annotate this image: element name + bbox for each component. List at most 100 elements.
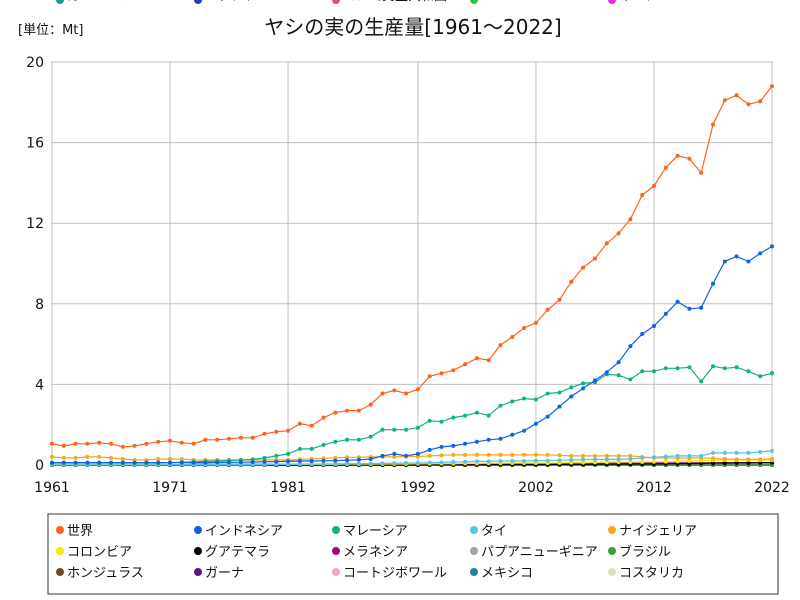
data-point [380, 453, 385, 458]
x-tick-label: 1971 [152, 480, 188, 496]
data-point [758, 251, 763, 256]
data-point [652, 324, 656, 328]
data-point [392, 388, 397, 393]
data-point [356, 408, 361, 413]
data-point [427, 447, 432, 452]
data-point [321, 415, 326, 420]
data-point [168, 460, 172, 465]
data-point [557, 297, 562, 302]
data-point [486, 452, 491, 457]
data-point [652, 455, 656, 460]
data-point [746, 259, 751, 264]
data-point [463, 441, 468, 446]
data-point [486, 358, 491, 363]
data-point [274, 453, 279, 458]
data-point [309, 446, 314, 451]
data-point [451, 460, 456, 464]
data-point [439, 444, 444, 449]
data-point [427, 460, 432, 465]
data-point [73, 441, 78, 446]
data-point [557, 404, 562, 409]
data-point [262, 431, 267, 436]
data-point [581, 457, 586, 462]
data-point [652, 183, 656, 188]
legend-marker [56, 0, 64, 4]
data-point [758, 374, 763, 379]
data-point [404, 461, 409, 465]
x-tick-label: 1961 [34, 480, 70, 496]
data-point [238, 460, 243, 465]
data-point [144, 441, 149, 446]
data-point [73, 460, 78, 465]
data-point [581, 386, 586, 391]
data-point [368, 461, 373, 466]
data-point [392, 454, 397, 459]
data-point [640, 332, 645, 336]
data-point [663, 165, 668, 170]
data-point [156, 439, 161, 444]
legend-marker [470, 568, 478, 576]
data-point [85, 441, 90, 446]
data-point [309, 462, 314, 467]
data-point [168, 457, 172, 461]
data-point [368, 402, 373, 407]
legend-marker [332, 526, 340, 534]
legend-marker [470, 547, 478, 555]
legend-label: タイ [481, 524, 507, 539]
data-point [474, 439, 479, 444]
data-point [616, 231, 621, 236]
data-point [120, 457, 125, 461]
data-point [687, 459, 692, 463]
data-point [533, 452, 538, 457]
data-point [333, 458, 338, 463]
data-point [640, 460, 645, 464]
data-point [699, 379, 704, 384]
legend-item: ガーナ [194, 566, 244, 581]
data-point [439, 419, 444, 424]
data-point [628, 460, 633, 464]
data-point [663, 459, 668, 464]
data-point [758, 99, 763, 104]
y-tick-label: 20 [26, 55, 44, 71]
data-point [380, 427, 385, 432]
legend-item: メキシコ [470, 566, 533, 581]
legend-marker [56, 568, 64, 576]
data-point [498, 436, 503, 441]
grid-layer [51, 61, 773, 466]
data-point [144, 460, 149, 465]
legend-item: カメルーン [56, 0, 131, 4]
data-point [404, 453, 409, 458]
data-point [569, 453, 574, 458]
legend-label: ギニア [619, 0, 658, 4]
data-point [345, 458, 350, 463]
data-point [109, 441, 113, 446]
data-point [238, 435, 243, 440]
data-point [404, 427, 409, 432]
data-point [404, 391, 409, 396]
legend-item: マレーシア [332, 524, 408, 539]
legend-item: ペルー [470, 0, 520, 4]
data-point [250, 435, 255, 440]
data-point [604, 241, 609, 246]
data-point [734, 461, 739, 465]
data-point [557, 390, 562, 395]
data-point [321, 458, 326, 463]
data-point [675, 453, 680, 458]
legend-item: インドネシア [194, 524, 283, 539]
data-point [699, 305, 704, 310]
legend-item: パプアニューギニア [470, 545, 598, 560]
data-point [179, 460, 184, 465]
data-point [333, 439, 338, 444]
y-tick-label: 12 [26, 216, 44, 232]
data-point [203, 460, 208, 465]
legend-marker [332, 547, 340, 555]
data-point [392, 461, 397, 466]
data-point [652, 459, 656, 464]
data-point [132, 460, 137, 465]
data-point [179, 457, 184, 461]
data-point [746, 450, 751, 455]
x-tick-label: 2002 [518, 480, 554, 496]
data-point [463, 362, 468, 367]
